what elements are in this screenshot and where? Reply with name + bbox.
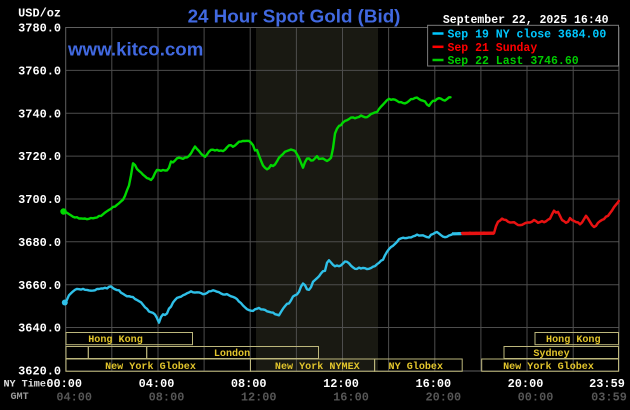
svg-text:NY Time: NY Time [4, 379, 46, 391]
svg-text:3700.0: 3700.0 [18, 193, 61, 207]
svg-text:USD/oz: USD/oz [18, 6, 61, 20]
svg-text:New York Globex: New York Globex [503, 361, 594, 373]
svg-text:04:00: 04:00 [56, 391, 92, 405]
svg-text:00:00: 00:00 [518, 391, 554, 405]
svg-text:Sep 21 Sunday: Sep 21 Sunday [448, 42, 538, 55]
svg-text:3660.0: 3660.0 [18, 279, 61, 293]
svg-text:NY Globex: NY Globex [389, 361, 444, 373]
svg-text:3740.0: 3740.0 [18, 107, 61, 121]
svg-text:Sep 22 Last 3746.60: Sep 22 Last 3746.60 [448, 55, 579, 68]
svg-text:3720.0: 3720.0 [18, 150, 61, 164]
svg-text:00:00: 00:00 [46, 377, 82, 391]
svg-text:September 22, 2025 16:40: September 22, 2025 16:40 [443, 14, 609, 27]
svg-text:New York NYMEX: New York NYMEX [275, 361, 361, 373]
svg-text:3680.0: 3680.0 [18, 236, 61, 250]
svg-text:24 Hour Spot Gold (Bid): 24 Hour Spot Gold (Bid) [188, 5, 401, 26]
svg-text:GMT: GMT [11, 392, 29, 403]
svg-text:3620.0: 3620.0 [18, 365, 61, 379]
svg-text:20:00: 20:00 [508, 377, 544, 391]
svg-text:20:00: 20:00 [425, 391, 461, 405]
svg-text:London: London [214, 348, 250, 360]
svg-text:04:00: 04:00 [139, 377, 175, 391]
svg-text:Hong Kong: Hong Kong [546, 335, 601, 346]
svg-text:Hong Kong: Hong Kong [88, 335, 143, 346]
svg-text:12:00: 12:00 [323, 377, 359, 391]
svg-text:23:59: 23:59 [589, 377, 625, 391]
svg-text:3780.0: 3780.0 [18, 22, 61, 36]
svg-text:08:00: 08:00 [149, 391, 185, 405]
svg-text:16:00: 16:00 [415, 377, 451, 391]
svg-text:New York Globex: New York Globex [105, 361, 196, 373]
svg-text:Sep 19 NY close 3684.00: Sep 19 NY close 3684.00 [448, 29, 607, 42]
svg-text:www.kitco.com: www.kitco.com [67, 38, 203, 59]
svg-text:12:00: 12:00 [241, 391, 277, 405]
svg-text:03:59: 03:59 [591, 391, 627, 405]
svg-text:16:00: 16:00 [333, 391, 369, 405]
svg-text:Sydney: Sydney [533, 348, 569, 360]
svg-text:08:00: 08:00 [231, 377, 267, 391]
svg-text:3640.0: 3640.0 [18, 322, 61, 336]
svg-text:3760.0: 3760.0 [18, 65, 61, 79]
